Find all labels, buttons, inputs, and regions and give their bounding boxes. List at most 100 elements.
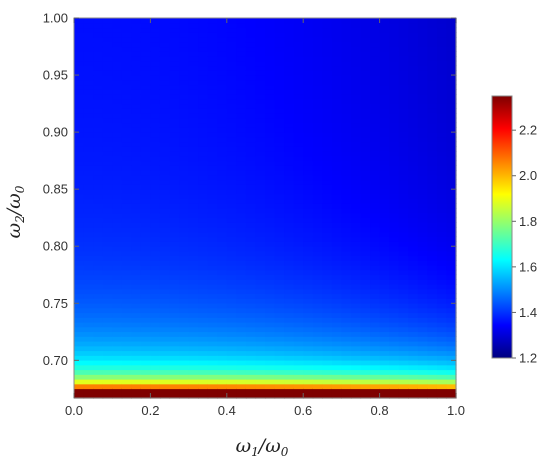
heatmap-cell [217,227,228,233]
heatmap-cell [408,75,419,81]
heatmap-cell [274,103,285,109]
heatmap-cell [322,379,333,385]
heatmap-cell [74,326,85,333]
heatmap-cell [169,331,180,337]
heatmap-cell [370,41,381,48]
heatmap-cell [284,179,295,185]
heatmap-cell [112,151,123,157]
heatmap-cell [389,279,400,285]
heatmap-cell [379,379,390,385]
heatmap-cell [226,241,237,247]
heatmap-cell [217,208,228,214]
heatmap-cell [74,160,85,166]
heatmap-cell [446,255,457,261]
heatmap-cell [121,193,132,200]
heatmap-cell [360,41,371,48]
heatmap-cell [121,79,132,86]
heatmap-cell [446,98,457,105]
heatmap-cell [112,317,123,323]
heatmap-cell [236,117,247,124]
heatmap-cell [207,132,218,138]
heatmap-cell [341,151,352,157]
heatmap-cell [312,331,323,337]
heatmap-cell [436,265,448,271]
heatmap-cell [207,336,218,342]
heatmap-cell [236,393,247,399]
heatmap-cell [360,113,371,119]
heatmap-cell [179,37,190,43]
heatmap-cell [350,374,362,380]
heatmap-cell [226,236,237,242]
heatmap-cell [169,274,180,280]
heatmap-cell [322,141,333,147]
heatmap-cell [74,208,85,214]
heatmap-cell [274,364,285,371]
heatmap-cell [112,208,123,214]
heatmap-cell [245,217,257,223]
heatmap-cell [93,336,104,342]
heatmap-cell [74,279,85,285]
heatmap-cell [198,208,209,214]
heatmap-cell [102,79,113,86]
heatmap-cell [236,94,247,100]
heatmap-cell [446,393,457,399]
heatmap-cell [140,160,151,166]
heatmap-cell [350,94,362,100]
heatmap-cell [417,331,428,337]
heatmap-cell [312,317,323,323]
heatmap-cell [370,56,381,62]
heatmap-cell [341,51,352,57]
heatmap-cell [265,379,276,385]
heatmap-cell [341,94,352,100]
heatmap-cell [274,360,285,366]
heatmap-cell [255,174,266,181]
heatmap-cell [274,222,285,228]
heatmap-cell [274,184,285,190]
heatmap-cell [217,60,228,67]
heatmap-cell [389,132,400,138]
heatmap-cell [140,127,151,133]
heatmap-cell [83,18,94,24]
heatmap-cell [408,246,419,252]
heatmap-cell [436,383,448,390]
heatmap-cell [121,132,132,138]
heatmap-cell [226,108,237,114]
heatmap-cell [236,307,247,314]
heatmap-cell [245,307,257,314]
heatmap-cell [217,288,228,295]
heatmap-cell [341,46,352,52]
heatmap-cell [236,326,247,333]
heatmap-cell [370,122,381,128]
colorbar-tick-label: 1.4 [519,305,537,320]
heatmap-cell [417,174,428,181]
heatmap-cell [112,217,123,223]
heatmap-cell [389,165,400,171]
heatmap-cell [322,127,333,133]
heatmap-cell [284,269,295,276]
heatmap-cell [360,336,371,342]
heatmap-cell [255,75,266,81]
heatmap-cell [207,279,218,285]
heatmap-cell [398,51,409,57]
heatmap-cell [350,60,362,67]
heatmap-cell [322,255,333,261]
heatmap-cell [408,260,419,266]
heatmap-cell [121,345,132,352]
heatmap-cell [179,293,190,299]
x-axis: 0.0 0.2 0.4 0.6 0.8 1.0 [65,18,465,418]
heatmap-cell [274,193,285,200]
heatmap-cell [389,307,400,314]
heatmap-cell [159,75,171,81]
heatmap-cell [245,269,257,276]
heatmap-cell [112,108,123,114]
heatmap-cell [121,231,132,238]
heatmap-cell [217,236,228,242]
heatmap-cell [331,89,342,95]
heatmap-cell [179,122,190,128]
heatmap-cell [255,293,266,299]
heatmap-cell [370,274,381,280]
heatmap-cell [360,383,371,390]
heatmap-cell [398,113,409,119]
heatmap-cell [159,184,171,190]
heatmap-cell [236,151,247,157]
